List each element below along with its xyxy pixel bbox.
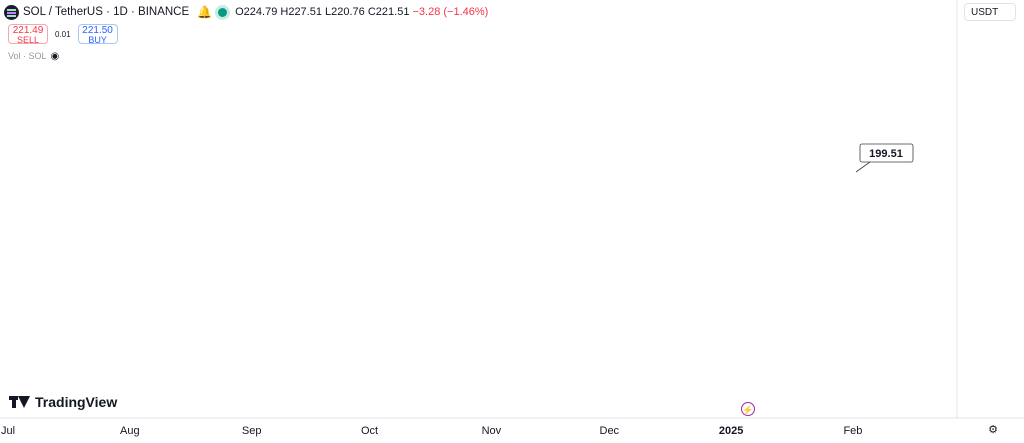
solana-logo-icon (4, 4, 19, 20)
zone-label-box (859, 143, 914, 163)
sell-label: SELL (16, 35, 40, 45)
tradingview-logo-icon (9, 396, 31, 408)
buy-label: BUY (88, 35, 107, 45)
sell-price: 221.49 (12, 25, 44, 36)
symbol-title[interactable]: SOL / TetherUS · 1D · BINANCE (23, 6, 190, 18)
x-tick-label: Jul (1, 425, 15, 437)
x-tick-label: Aug (120, 425, 140, 437)
currency-selector[interactable]: USDT (964, 3, 1016, 21)
alert-bell-icon[interactable]: 🔔 (197, 5, 213, 19)
eye-icon[interactable]: ◉ (50, 51, 60, 62)
zone-label-pointer (855, 161, 871, 173)
buy-button[interactable]: 221.50 BUY (77, 24, 118, 45)
sell-button[interactable]: 221.49 SELL (8, 24, 48, 45)
x-tick-label: Oct (361, 425, 378, 437)
market-open-icon (218, 7, 228, 17)
x-tick-label: 2025 (719, 425, 743, 437)
zone-label-text: 199.51 (869, 148, 903, 160)
price-change: −3.28 (−1.46%) (412, 6, 489, 18)
spread-value: 0.01 (55, 29, 71, 39)
lightning-icon[interactable]: ⚡ (741, 402, 755, 416)
zone-price-label: 199.51 (855, 143, 914, 173)
volume-indicator[interactable]: Vol · SOL ◉ (8, 51, 59, 62)
volume-label: Vol · SOL (8, 51, 47, 61)
tradingview-logo: TradingView (9, 394, 117, 410)
trade-panel: 221.49 SELL 0.01 221.50 BUY (8, 24, 118, 45)
buy-price: 221.50 (82, 25, 113, 36)
ohlc-values: O224.79 H227.51 L220.76 C221.51 −3.28 (−… (235, 6, 488, 18)
chart-header: SOL / TetherUS · 1D · BINANCE 🔔 O224.79 … (0, 0, 488, 24)
x-tick-label: Feb (843, 425, 862, 437)
ohlc-text: O224.79 H227.51 L220.76 C221.51 (235, 6, 410, 18)
gear-icon[interactable]: ⚙ (988, 424, 998, 436)
currency-label: USDT (971, 7, 999, 18)
x-tick-label: Dec (600, 425, 620, 437)
brand-label: TradingView (35, 394, 118, 410)
x-tick-label: Sep (242, 425, 262, 437)
x-tick-label: Nov (482, 425, 502, 437)
